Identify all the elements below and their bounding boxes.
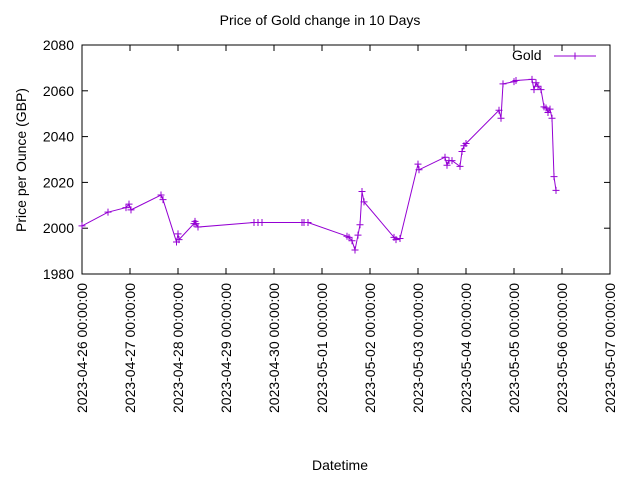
data-point (456, 162, 464, 170)
data-point (462, 139, 470, 147)
x-tick-label: 2023-05-02 00:00:00 (362, 283, 378, 413)
data-point (125, 200, 133, 208)
y-tick-label: 2000 (43, 220, 74, 236)
data-point (104, 208, 112, 216)
data-point (542, 104, 550, 112)
data-point (537, 86, 545, 94)
y-axis: 1980 2000 2020 2040 2060 2080 (43, 37, 610, 282)
data-point (458, 147, 466, 155)
x-tick-label: 2023-05-04 00:00:00 (458, 283, 474, 413)
legend-marker-gold (571, 52, 579, 60)
data-point (356, 221, 364, 229)
data-point (546, 105, 554, 113)
y-tick-label: 2040 (43, 129, 74, 145)
data-point (348, 237, 356, 245)
data-point (304, 218, 312, 226)
data-point (534, 82, 542, 90)
x-tick-label: 2023-05-05 00:00:00 (506, 283, 522, 413)
data-point (175, 236, 183, 244)
data-point (499, 80, 507, 88)
y-tick-label: 2060 (43, 83, 74, 99)
series-gold (78, 75, 560, 254)
data-point (345, 233, 353, 241)
legend-label-gold: Gold (512, 47, 542, 63)
data-point (443, 161, 451, 169)
x-axis: 2023-04-26 00:00:00 2023-04-27 00:00:00 20… (74, 45, 618, 413)
data-point (392, 236, 400, 244)
x-tick-label: 2023-04-29 00:00:00 (218, 283, 234, 413)
data-point (78, 222, 86, 230)
plot-area (81, 44, 611, 275)
data-point (414, 160, 422, 168)
data-point (497, 114, 505, 122)
legend (554, 52, 596, 60)
data-point (548, 114, 556, 122)
data-point (354, 231, 362, 239)
data-point (441, 153, 449, 161)
y-tick-label: 2020 (43, 174, 74, 190)
x-tick-label: 2023-04-28 00:00:00 (170, 283, 186, 413)
data-point (448, 157, 456, 165)
data-point (528, 75, 536, 83)
data-point (512, 76, 520, 84)
chart-title: Price of Gold change in 10 Days (219, 12, 421, 28)
data-point (157, 191, 165, 199)
x-tick-label: 2023-04-30 00:00:00 (266, 283, 282, 413)
data-point (530, 86, 538, 94)
x-tick-label: 2023-05-01 00:00:00 (314, 283, 330, 413)
data-point (174, 230, 182, 238)
data-point (415, 166, 423, 174)
data-point (550, 173, 558, 181)
x-tick-label: 2023-05-03 00:00:00 (410, 283, 426, 413)
data-point (552, 186, 560, 194)
y-tick-label: 2080 (43, 37, 74, 53)
data-point (358, 188, 366, 196)
data-point (360, 198, 368, 206)
data-point (194, 223, 202, 231)
y-axis-label: Price per Ounce (GBP) (13, 88, 29, 232)
x-tick-label: 2023-05-07 00:00:00 (602, 283, 618, 413)
data-point (159, 196, 167, 204)
x-axis-label: Datetime (311, 457, 369, 473)
x-tick-label: 2023-05-06 00:00:00 (554, 283, 570, 413)
data-point (351, 246, 359, 254)
y-tick-label: 1980 (43, 266, 74, 282)
x-tick-label: 2023-04-27 00:00:00 (122, 283, 138, 413)
data-point (258, 218, 266, 226)
data-point (396, 235, 404, 243)
plot-border (81, 44, 611, 275)
series-line (81, 78, 557, 252)
data-point (127, 206, 135, 214)
data-point (122, 204, 130, 212)
data-point (495, 106, 503, 114)
x-tick-label: 2023-04-26 00:00:00 (74, 283, 90, 413)
